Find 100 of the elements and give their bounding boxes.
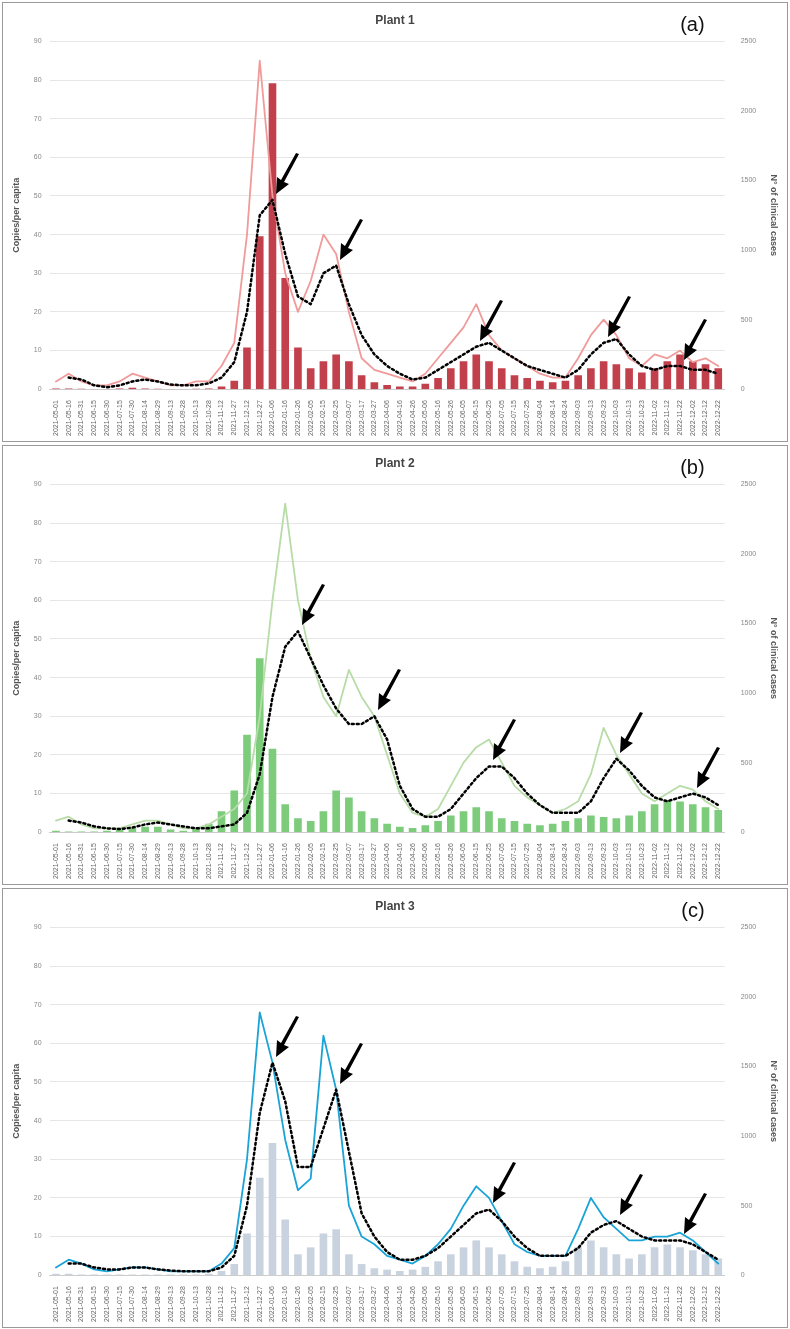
bar xyxy=(154,826,162,833)
bar xyxy=(548,1266,557,1276)
bar xyxy=(459,361,468,390)
bar xyxy=(345,1254,353,1276)
bar xyxy=(612,1254,621,1276)
line-series xyxy=(67,1061,720,1273)
bar xyxy=(281,804,290,833)
bar xyxy=(434,821,442,833)
bar xyxy=(268,748,277,833)
bar xyxy=(421,1266,430,1276)
bar xyxy=(306,821,315,833)
bar xyxy=(510,1261,519,1276)
bar xyxy=(217,386,226,390)
bar xyxy=(714,368,723,390)
y-axis-title: Copies/per capita xyxy=(10,1062,21,1139)
bar xyxy=(332,354,340,390)
bar xyxy=(612,818,621,833)
bar xyxy=(536,825,544,833)
bar xyxy=(230,380,239,390)
y-axis-title: Copies/per capita xyxy=(10,176,21,253)
bar xyxy=(497,818,506,833)
bar xyxy=(255,1177,264,1276)
bar xyxy=(676,801,684,833)
bar xyxy=(459,1247,468,1276)
bar xyxy=(688,804,697,833)
bar xyxy=(268,1143,277,1276)
bar xyxy=(421,825,430,833)
bar xyxy=(536,1268,544,1276)
bar xyxy=(294,1254,302,1276)
bar xyxy=(319,361,328,390)
bar xyxy=(294,347,302,390)
bar xyxy=(230,1264,239,1276)
bar xyxy=(663,1244,672,1276)
chart-title: Plant 2 xyxy=(375,455,415,470)
bar xyxy=(281,277,290,390)
bar xyxy=(396,826,404,833)
bar xyxy=(485,1247,493,1276)
bar xyxy=(688,1250,697,1276)
text: (c) xyxy=(681,898,705,921)
y2-axis-title: N° of clinical cases xyxy=(769,617,780,700)
bar xyxy=(383,1269,391,1276)
bar xyxy=(281,1219,290,1276)
bar xyxy=(434,1261,442,1276)
bar xyxy=(561,1261,570,1276)
bar xyxy=(396,1271,404,1276)
bar xyxy=(587,815,595,833)
bar xyxy=(523,1266,532,1276)
bar xyxy=(357,811,366,833)
text: (a) xyxy=(680,12,705,35)
bar xyxy=(319,1233,328,1276)
bar xyxy=(497,368,506,390)
bar xyxy=(574,1247,582,1276)
bar xyxy=(523,378,532,390)
bar xyxy=(255,236,264,390)
bar xyxy=(306,368,315,390)
bar xyxy=(141,826,149,833)
bar xyxy=(421,383,430,390)
bar xyxy=(345,361,353,390)
bar xyxy=(587,1240,595,1276)
bar xyxy=(434,378,442,390)
bar xyxy=(485,361,493,390)
bar xyxy=(625,1258,633,1276)
bar xyxy=(561,821,570,833)
bar xyxy=(294,818,302,833)
bar xyxy=(446,368,455,390)
bar xyxy=(650,1247,659,1276)
bar xyxy=(243,1233,251,1276)
bar xyxy=(243,347,251,390)
bar xyxy=(332,1229,340,1276)
bar xyxy=(638,811,646,833)
bar xyxy=(408,386,417,390)
bar xyxy=(599,361,608,390)
bar xyxy=(536,380,544,390)
text: (b) xyxy=(680,455,705,478)
bar xyxy=(574,818,582,833)
bar xyxy=(650,804,659,833)
bar xyxy=(357,1264,366,1276)
bar xyxy=(383,823,391,833)
bar xyxy=(625,368,633,390)
bar xyxy=(446,1254,455,1276)
bar xyxy=(701,807,710,833)
bar xyxy=(510,821,519,833)
bar xyxy=(574,375,582,390)
bar xyxy=(497,1254,506,1276)
bar xyxy=(548,823,557,833)
bar xyxy=(319,811,328,833)
bar xyxy=(612,364,621,390)
bar xyxy=(370,1268,379,1276)
bar xyxy=(663,361,672,390)
bar xyxy=(638,1254,646,1276)
line-series xyxy=(67,198,720,389)
bar xyxy=(714,809,723,833)
bar xyxy=(599,816,608,833)
bar xyxy=(472,807,481,833)
bar xyxy=(459,811,468,833)
bar xyxy=(472,354,481,390)
bar xyxy=(701,1254,710,1276)
bar xyxy=(587,368,595,390)
bar xyxy=(446,815,455,833)
bar xyxy=(472,1240,481,1276)
